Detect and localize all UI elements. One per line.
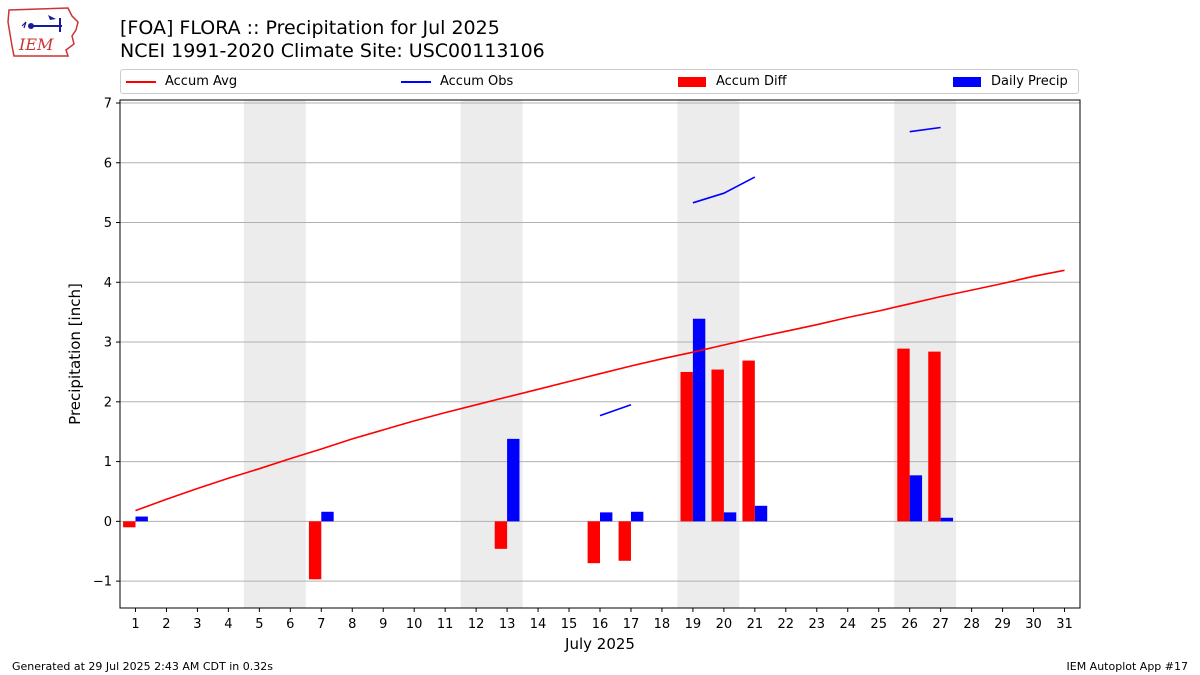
ytick-label-0: 0 bbox=[104, 515, 112, 530]
xtick-label-12: 12 bbox=[468, 617, 485, 632]
ytick-label-4: 4 bbox=[104, 276, 112, 291]
xtick-label-16: 16 bbox=[592, 617, 609, 632]
daily-precip-bar-day-13 bbox=[507, 438, 520, 522]
xtick-label-20: 20 bbox=[716, 617, 733, 632]
accum-avg-line bbox=[135, 269, 1065, 512]
xtick-label-6: 6 bbox=[286, 617, 294, 632]
xtick-label-30: 30 bbox=[1025, 617, 1042, 632]
daily-precip-bar-day-1 bbox=[135, 516, 148, 522]
xtick-label-29: 29 bbox=[994, 617, 1011, 632]
accum-diff-bar-day-20 bbox=[711, 369, 724, 522]
xtick-label-19: 19 bbox=[685, 617, 702, 632]
x-axis-label: July 2025 bbox=[564, 635, 635, 653]
accum-diff-bar-day-26 bbox=[897, 348, 910, 522]
footer-app: IEM Autoplot App #17 bbox=[1066, 660, 1189, 673]
daily-precip-bar-day-16 bbox=[600, 512, 613, 522]
daily-precip-bar-day-26 bbox=[909, 475, 923, 522]
logo-text: IEM bbox=[18, 35, 54, 54]
accum-diff-bar-day-19 bbox=[680, 371, 693, 522]
daily-precip-bar-day-7 bbox=[321, 511, 334, 522]
xtick-label-8: 8 bbox=[348, 617, 356, 632]
xtick-label-31: 31 bbox=[1056, 617, 1073, 632]
legend-swatch-diff bbox=[678, 76, 706, 87]
xtick-label-11: 11 bbox=[437, 617, 454, 632]
footer-generated: Generated at 29 Jul 2025 2:43 AM CDT in … bbox=[12, 660, 273, 673]
legend-label-diff: Accum Diff bbox=[716, 74, 787, 89]
xtick-label-21: 21 bbox=[747, 617, 764, 632]
xtick-label-1: 1 bbox=[131, 617, 139, 632]
accum-diff-bar-day-16 bbox=[587, 521, 600, 564]
xtick-label-22: 22 bbox=[778, 617, 795, 632]
accum-diff-bar-day-17 bbox=[618, 521, 631, 561]
legend-item-accum-avg: Accum Avg bbox=[126, 70, 237, 93]
legend-item-daily-precip: Daily Precip bbox=[953, 70, 1068, 93]
ytick-label-7: 7 bbox=[104, 96, 112, 111]
ytick-label-5: 5 bbox=[104, 216, 112, 231]
weekend-shade-1 bbox=[243, 100, 306, 608]
legend-item-accum-obs: Accum Obs bbox=[401, 70, 513, 93]
accum-diff-bar-day-7 bbox=[308, 521, 322, 580]
daily-precip-bar-day-17 bbox=[630, 511, 644, 522]
xtick-label-7: 7 bbox=[317, 617, 325, 632]
xtick-label-4: 4 bbox=[224, 617, 232, 632]
accum-obs-segment-1 bbox=[599, 404, 632, 417]
xtick-label-5: 5 bbox=[255, 617, 263, 632]
xtick-label-23: 23 bbox=[809, 617, 826, 632]
weekend-shade-2 bbox=[460, 100, 523, 608]
legend-label-avg: Accum Avg bbox=[165, 74, 238, 89]
accum-obs-segment-3 bbox=[909, 126, 941, 133]
xtick-label-26: 26 bbox=[901, 617, 918, 632]
xtick-label-24: 24 bbox=[839, 617, 856, 632]
xtick-label-27: 27 bbox=[932, 617, 949, 632]
legend-swatch-obs bbox=[401, 80, 431, 83]
xtick-label-15: 15 bbox=[561, 617, 578, 632]
legend-swatch-avg bbox=[126, 80, 156, 83]
xtick-label-17: 17 bbox=[623, 617, 640, 632]
ytick-label-1: 1 bbox=[104, 455, 112, 470]
y-axis-label: Precipitation [inch] bbox=[66, 283, 84, 425]
ytick-label-2: 2 bbox=[104, 395, 112, 410]
accum-diff-bar-day-21 bbox=[742, 360, 755, 522]
chart-subtitle: NCEI 1991-2020 Climate Site: USC00113106 bbox=[120, 40, 545, 62]
xtick-label-2: 2 bbox=[162, 617, 170, 632]
iem-logo: IEM bbox=[6, 6, 80, 62]
legend-label-daily: Daily Precip bbox=[991, 74, 1068, 89]
daily-precip-bar-day-20 bbox=[723, 512, 737, 522]
ytick-label-6: 6 bbox=[104, 156, 112, 171]
accum-diff-bar-day-1 bbox=[123, 521, 136, 528]
legend-item-accum-diff: Accum Diff bbox=[678, 70, 787, 93]
xtick-label-10: 10 bbox=[406, 617, 423, 632]
ytick-label--1: −1 bbox=[93, 575, 112, 590]
xtick-label-13: 13 bbox=[499, 617, 516, 632]
xtick-label-9: 9 bbox=[379, 617, 387, 632]
xtick-label-14: 14 bbox=[530, 617, 547, 632]
ytick-label-3: 3 bbox=[104, 336, 112, 351]
iowa-map-icon: IEM bbox=[7, 7, 79, 57]
xtick-label-18: 18 bbox=[654, 617, 671, 632]
legend-label-obs: Accum Obs bbox=[440, 74, 514, 89]
accum-obs-segment-2 bbox=[692, 176, 756, 204]
xtick-label-3: 3 bbox=[193, 617, 201, 632]
accum-diff-bar-day-13 bbox=[494, 521, 508, 549]
accum-diff-bar-day-27 bbox=[928, 351, 941, 522]
daily-precip-bar-day-27 bbox=[940, 517, 954, 522]
xtick-label-28: 28 bbox=[963, 617, 980, 632]
legend: Accum Avg Accum Obs Accum Diff Daily Pre… bbox=[120, 69, 1079, 94]
daily-precip-bar-day-19 bbox=[692, 318, 706, 522]
xtick-label-25: 25 bbox=[870, 617, 887, 632]
legend-swatch-daily bbox=[953, 76, 981, 87]
daily-precip-bar-day-21 bbox=[754, 505, 768, 522]
chart-title: [FOA] FLORA :: Precipitation for Jul 202… bbox=[120, 17, 500, 39]
